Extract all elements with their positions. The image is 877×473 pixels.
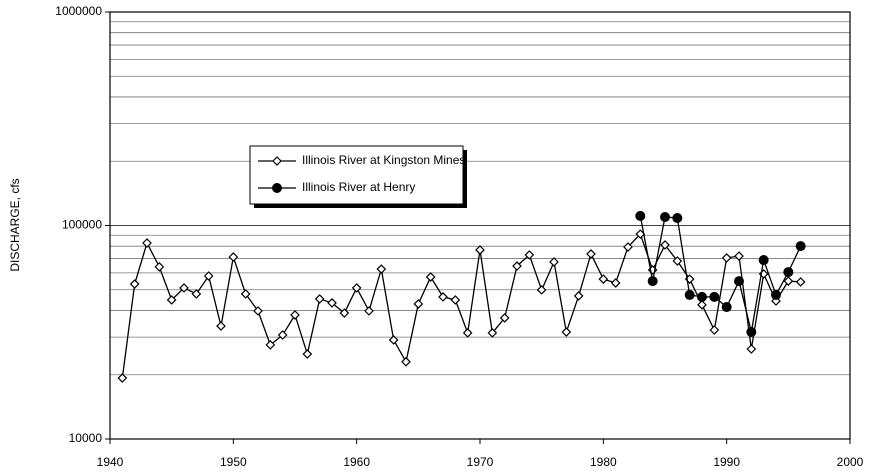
marker [314,294,325,304]
marker [647,276,658,287]
y-tick-label: 100000 [62,218,102,232]
marker [327,298,337,308]
marker [154,262,165,272]
marker [771,289,781,300]
marker [302,349,313,359]
legend-marker [272,183,282,193]
marker [721,253,732,263]
marker [253,306,263,316]
marker [709,325,720,335]
marker [746,327,757,338]
marker [734,276,744,287]
marker [117,373,128,383]
marker [364,306,374,316]
marker [709,291,720,302]
marker [450,295,461,305]
marker [475,245,485,255]
x-tick-label: 1990 [713,455,740,469]
x-tick-label: 1950 [220,455,247,469]
legend [249,145,464,205]
marker [598,274,609,284]
marker [524,250,535,260]
x-tick-label: 1980 [590,455,617,469]
marker [783,267,794,278]
marker [758,255,769,266]
marker [573,291,584,301]
marker [795,277,806,287]
marker [512,261,522,271]
legend-label: Illinois River at Kingston Mines [302,153,465,167]
marker [166,295,177,305]
marker [425,272,436,282]
marker [623,242,633,252]
marker [462,328,473,338]
marker [795,241,806,252]
marker [142,238,152,248]
marker [438,292,448,302]
marker [277,330,288,340]
x-tick-label: 1960 [343,455,370,469]
marker [216,321,226,331]
marker [672,213,683,224]
marker [734,251,744,261]
marker [746,344,757,354]
marker [721,302,732,313]
legend-marker [272,156,282,166]
marker [783,276,794,286]
marker [228,252,239,262]
x-tick-label: 2000 [837,455,864,469]
marker [179,283,189,293]
marker [240,289,251,299]
marker [536,285,547,295]
marker [191,289,202,299]
series-line [639,215,802,333]
marker [684,289,695,300]
marker [561,327,572,337]
series-line [121,232,801,379]
marker [413,299,424,309]
marker [499,313,510,323]
marker [290,310,300,320]
marker [672,256,683,266]
marker [339,308,350,318]
marker [487,328,498,338]
marker [203,271,214,281]
y-tick-label: 1000000 [55,4,102,18]
y-tick-label: 10000 [69,431,103,445]
marker [388,335,399,345]
marker [549,257,559,267]
marker [586,249,596,259]
marker [610,278,621,288]
x-tick-label: 1970 [467,455,494,469]
legend-label: Illinois River at Henry [302,180,415,194]
plot-frame [109,11,851,440]
marker [697,299,707,310]
marker [401,356,411,367]
x-tick-label: 1940 [97,455,124,469]
marker [376,264,387,274]
marker [660,212,670,223]
marker [265,340,276,350]
marker [660,240,670,250]
marker [129,279,140,289]
y-axis-label: DISCHARGE, cfs [8,178,22,271]
marker [697,291,707,302]
marker [635,210,646,221]
marker [351,283,362,293]
